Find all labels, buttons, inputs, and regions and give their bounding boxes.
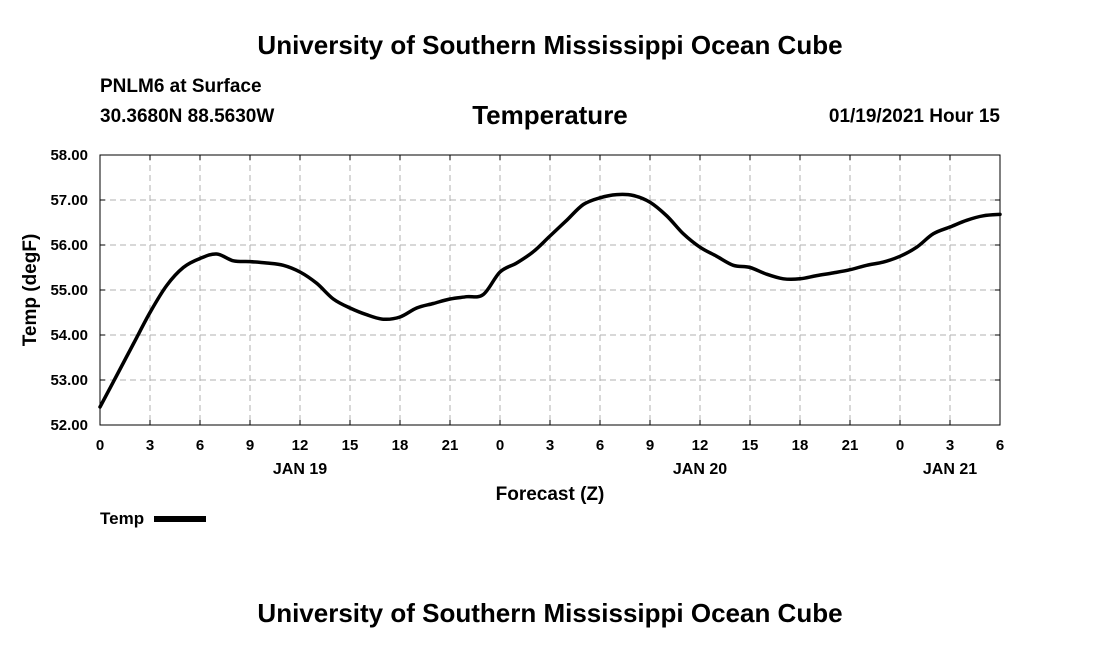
y-axis-label: Temp (degF) bbox=[20, 234, 41, 347]
footer-title: University of Southern Mississippi Ocean… bbox=[257, 598, 843, 628]
station-coords: 30.3680N 88.5630W bbox=[100, 106, 275, 127]
x-tick-label: 0 bbox=[96, 437, 104, 454]
x-tick-label: 15 bbox=[742, 437, 759, 454]
x-tick-label: 6 bbox=[596, 437, 604, 454]
tick-layer: 0 3 6 9 12 15 18 21 0 3 6 9 12 15 18 21 0 3 6 52.00 53.00 54.… bbox=[50, 147, 1004, 478]
y-tick-label: 53.00 bbox=[50, 372, 88, 389]
x-axis-label: Forecast (Z) bbox=[496, 484, 605, 505]
y-tick-label: 56.00 bbox=[50, 237, 88, 254]
x-tick-label: 21 bbox=[842, 437, 859, 454]
grid-layer bbox=[100, 155, 1000, 425]
day-label: JAN 21 bbox=[923, 461, 977, 478]
x-tick-label: 3 bbox=[546, 437, 554, 454]
x-tick-label: 18 bbox=[792, 437, 809, 454]
x-tick-label: 12 bbox=[292, 437, 309, 454]
y-tick-label: 54.00 bbox=[50, 327, 88, 344]
x-tick-label: 3 bbox=[146, 437, 154, 454]
y-tick-label: 57.00 bbox=[50, 192, 88, 209]
x-tick-label: 6 bbox=[196, 437, 204, 454]
y-tick-label: 58.00 bbox=[50, 147, 88, 164]
x-tick-label: 3 bbox=[946, 437, 954, 454]
day-label: JAN 20 bbox=[673, 461, 727, 478]
x-tick-label: 6 bbox=[996, 437, 1004, 454]
series-line-temp bbox=[98, 192, 1002, 409]
x-tick-label: 0 bbox=[496, 437, 504, 454]
series-layer bbox=[98, 192, 1002, 409]
header-title: University of Southern Mississippi Ocean… bbox=[257, 30, 843, 60]
forecast-datetime: 01/19/2021 Hour 15 bbox=[828, 106, 1000, 127]
day-label: JAN 19 bbox=[273, 461, 327, 478]
legend-swatch bbox=[154, 516, 207, 522]
legend-label: Temp bbox=[100, 509, 145, 528]
x-tick-label: 0 bbox=[896, 437, 904, 454]
chart-title: Temperature bbox=[472, 100, 628, 130]
legend: Temp bbox=[100, 509, 207, 529]
x-tick-label: 12 bbox=[692, 437, 709, 454]
x-tick-label: 9 bbox=[646, 437, 654, 454]
x-tick-label: 9 bbox=[246, 437, 254, 454]
station-label: PNLM6 at Surface bbox=[100, 76, 262, 97]
y-tick-label: 52.00 bbox=[50, 417, 88, 434]
x-tick-label: 15 bbox=[342, 437, 359, 454]
x-tick-label: 21 bbox=[442, 437, 459, 454]
y-tick-label: 55.00 bbox=[50, 282, 88, 299]
x-tick-label: 18 bbox=[392, 437, 409, 454]
